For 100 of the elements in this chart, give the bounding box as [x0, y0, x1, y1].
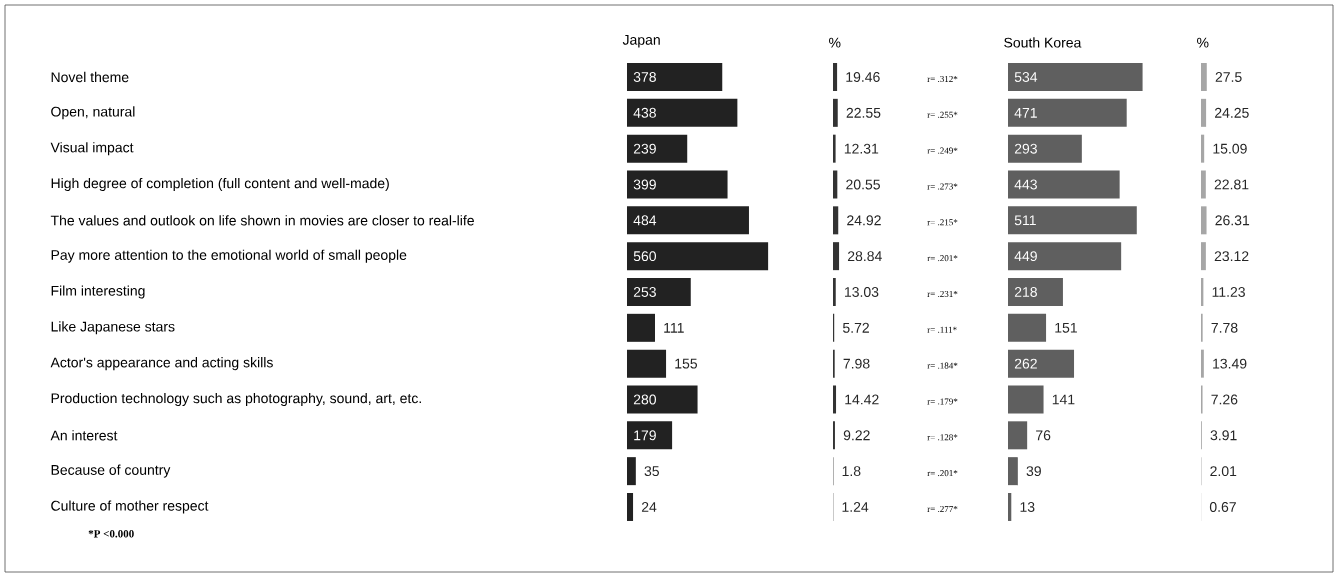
- data-label: 262: [1014, 358, 1037, 369]
- data-label: 560: [633, 251, 657, 262]
- data-label: 218: [1014, 287, 1037, 297]
- data-label: 239: [633, 143, 656, 154]
- data-label: 399: [633, 179, 656, 190]
- bar: [627, 134, 688, 163]
- bar: [627, 98, 738, 127]
- data-label: 471: [1014, 108, 1037, 118]
- data-label: 443: [1014, 179, 1037, 190]
- data-label: 26.31: [1215, 215, 1250, 226]
- text: r= .201*: [927, 470, 958, 477]
- bar: [1008, 134, 1082, 163]
- data-label: 111: [664, 323, 684, 333]
- y-tick-label: Like Japanese stars: [51, 321, 175, 335]
- data-label: 449: [1014, 251, 1037, 262]
- bar: [1008, 170, 1120, 199]
- bar: [627, 313, 655, 342]
- data-label: 13.03: [845, 287, 879, 297]
- data-label: 0.67: [1209, 502, 1236, 512]
- y-tick-label: Actor's appearance and acting skills: [50, 357, 273, 371]
- bar: [833, 98, 838, 127]
- data-label: 534: [1014, 72, 1038, 82]
- bar: [833, 206, 839, 235]
- data-label: 484: [633, 215, 657, 226]
- data-label: 76: [1036, 430, 1051, 441]
- bar: [627, 421, 673, 450]
- chart-title: %: [829, 37, 841, 48]
- bar: [1008, 206, 1137, 235]
- data-label: 179: [634, 430, 656, 441]
- data-label: 19.46: [846, 72, 880, 82]
- data-label: 28.84: [847, 251, 882, 262]
- data-label: 438: [633, 107, 656, 118]
- data-label: 22.55: [846, 107, 881, 118]
- data-label: 12.31: [844, 143, 879, 154]
- y-tick-label: Culture of mother respect: [51, 500, 209, 514]
- y-tick-label: Novel theme: [51, 71, 129, 83]
- text: r= .111*: [927, 326, 957, 333]
- data-label: 27.5: [1215, 72, 1242, 82]
- data-label: 9.22: [843, 430, 870, 441]
- data-label: 22.81: [1214, 179, 1249, 190]
- y-tick-label: Film interesting: [51, 285, 145, 299]
- data-label: 20.55: [846, 179, 880, 190]
- text: r= .312*: [927, 75, 958, 83]
- data-label: 39: [1026, 466, 1041, 477]
- bar: [833, 277, 836, 306]
- y-tick-label: High degree of completion (full content and well-made): [51, 177, 389, 192]
- bar: [1008, 349, 1075, 378]
- data-label: 141: [1052, 394, 1075, 405]
- y-tick-label: Production technology such as photography, sound, art, etc.: [51, 392, 421, 406]
- text: r= .179*: [927, 398, 958, 405]
- data-label: 3.91: [1210, 430, 1237, 441]
- data-label: 24: [641, 502, 657, 512]
- data-label: 2.01: [1210, 466, 1237, 477]
- text: r= .249*: [927, 147, 958, 154]
- chart-title: Japan: [622, 35, 660, 48]
- bar: [1008, 385, 1044, 414]
- data-label: 24.92: [847, 215, 881, 226]
- bar: [833, 63, 838, 92]
- chart-title: South Korea: [1004, 37, 1082, 48]
- data-label: 155: [675, 358, 698, 369]
- data-label: 7.78: [1211, 322, 1238, 333]
- data-label: 253: [633, 287, 656, 297]
- data-label: 15.09: [1213, 143, 1247, 154]
- bar: [627, 492, 634, 521]
- bar: [1008, 421, 1028, 450]
- data-label: 5.72: [842, 322, 869, 333]
- bar: [1008, 457, 1018, 486]
- data-label: 11.23: [1212, 287, 1245, 297]
- data-label: 23.12: [1214, 251, 1249, 262]
- y-tick-label: Pay more attention to the emotional world of small people: [51, 249, 407, 263]
- bar: [1008, 63, 1143, 92]
- bar: [833, 170, 838, 199]
- bar: [1008, 98, 1127, 127]
- text: r= .128*: [927, 434, 958, 441]
- text: r= .231*: [927, 290, 958, 298]
- text: r= .255*: [927, 111, 958, 118]
- text: *P <0.000: [88, 530, 134, 538]
- bar: [627, 170, 728, 199]
- data-label: 14.42: [845, 394, 879, 405]
- bar: [1008, 277, 1063, 306]
- data-label: 7.98: [843, 358, 870, 369]
- data-label: 1.8: [842, 466, 861, 477]
- bar: [1008, 313, 1047, 342]
- text: r= .184*: [927, 362, 958, 369]
- bar: [627, 385, 698, 414]
- bar: [627, 242, 769, 271]
- y-tick-label: Visual impact: [50, 142, 134, 156]
- chart-title: %: [1197, 37, 1209, 48]
- data-label: 13: [1020, 502, 1035, 512]
- data-label: 151: [1055, 322, 1077, 333]
- bar: [1008, 492, 1012, 521]
- data-label: 24.25: [1215, 107, 1249, 118]
- bar: [627, 63, 723, 92]
- y-tick-label: Open, natural: [51, 106, 135, 120]
- text: r= .201*: [927, 255, 958, 262]
- data-label: 280: [633, 394, 657, 405]
- text: r= .215*: [927, 219, 958, 226]
- bar: [627, 349, 667, 378]
- data-label: 511: [1014, 215, 1036, 226]
- bar: [627, 457, 636, 486]
